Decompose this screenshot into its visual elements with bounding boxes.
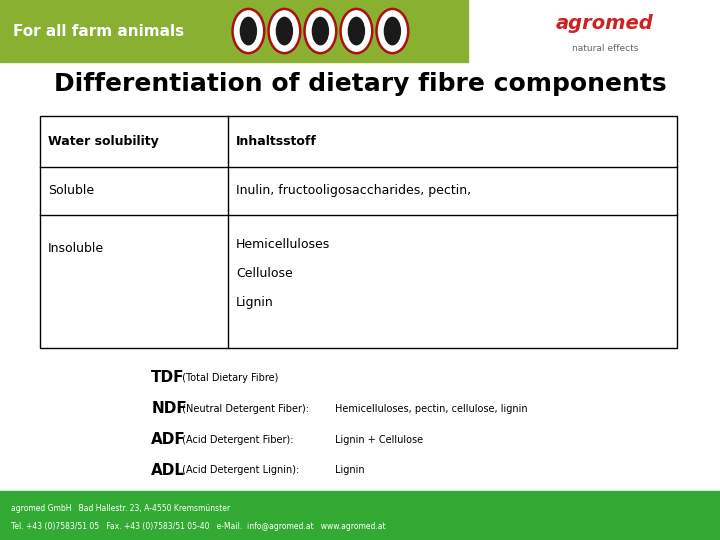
Text: Inhaltsstoff: Inhaltsstoff <box>236 135 317 148</box>
Bar <box>40 116 677 348</box>
Ellipse shape <box>341 9 372 53</box>
Text: Tel. +43 (0)7583/51 05   Fax. +43 (0)7583/51 05-40   e-Mail.  info@agromed.at   : Tel. +43 (0)7583/51 05 Fax. +43 (0)7583/… <box>11 522 385 531</box>
Text: For all farm animals: For all farm animals <box>13 24 184 38</box>
Text: Lignin: Lignin <box>236 296 274 309</box>
Text: agromed GmbH   Bad Hallestr. 23, A-4550 Kremsmünster: agromed GmbH Bad Hallestr. 23, A-4550 Kr… <box>11 504 230 513</box>
Text: Hemicelluloses: Hemicelluloses <box>236 238 330 251</box>
Ellipse shape <box>276 17 293 45</box>
Text: ADF: ADF <box>151 432 186 447</box>
Ellipse shape <box>233 9 264 53</box>
Text: Hemicelluloses, pectin, cellulose, lignin: Hemicelluloses, pectin, cellulose, ligni… <box>335 404 528 414</box>
Text: ADL: ADL <box>151 463 185 478</box>
Text: Water solubility: Water solubility <box>48 135 159 148</box>
Ellipse shape <box>377 9 408 53</box>
Ellipse shape <box>240 17 257 45</box>
Ellipse shape <box>305 9 336 53</box>
Bar <box>0 491 720 540</box>
Text: NDF: NDF <box>151 401 187 416</box>
Text: Cellulose: Cellulose <box>236 267 293 280</box>
Text: Inulin, fructooligosaccharides, pectin,: Inulin, fructooligosaccharides, pectin, <box>236 185 472 198</box>
Ellipse shape <box>312 17 329 45</box>
Text: TDF: TDF <box>151 370 185 386</box>
Ellipse shape <box>348 17 365 45</box>
Text: (Neutral Detergent Fiber):: (Neutral Detergent Fiber): <box>179 404 309 414</box>
Text: (Acid Detergent Fiber):: (Acid Detergent Fiber): <box>179 435 293 444</box>
Text: (Acid Detergent Lignin):: (Acid Detergent Lignin): <box>179 465 299 475</box>
Text: Differentiation of dietary fibre components: Differentiation of dietary fibre compone… <box>54 72 666 96</box>
Text: Insoluble: Insoluble <box>48 242 104 255</box>
Text: agromed: agromed <box>556 14 654 33</box>
Bar <box>0 0 468 62</box>
Text: Lignin: Lignin <box>335 465 364 475</box>
Ellipse shape <box>384 17 401 45</box>
Ellipse shape <box>269 9 300 53</box>
Text: (Total Dietary Fibre): (Total Dietary Fibre) <box>179 373 278 383</box>
Text: Soluble: Soluble <box>48 185 94 198</box>
Text: Lignin + Cellulose: Lignin + Cellulose <box>335 435 423 444</box>
Text: natural effects: natural effects <box>572 44 638 53</box>
